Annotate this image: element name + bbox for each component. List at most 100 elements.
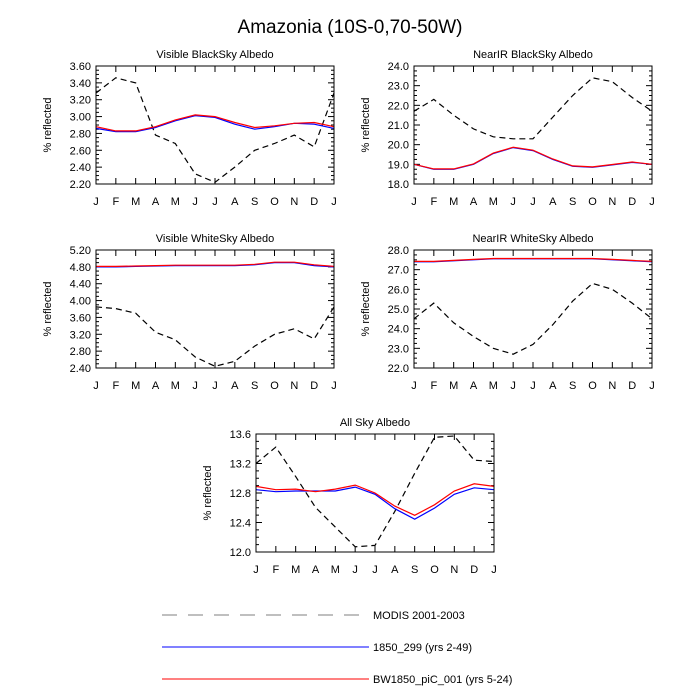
y-tick-label: 12.8 [230, 488, 251, 500]
x-tick-label: A [470, 380, 478, 392]
panel-vis-ws: Visible WhiteSky Albedo % reflected 2.40 2.… [42, 233, 337, 392]
plot-frame [413, 65, 653, 185]
x-tick-label: S [569, 380, 576, 392]
x-tick-label: O [270, 196, 279, 208]
y-axis-label: % reflected [360, 281, 372, 336]
x-tick-label: M [449, 196, 458, 208]
y-tick-label: 27.0 [388, 265, 409, 277]
y-tick-label: 26.0 [388, 284, 409, 296]
series-line-run2 [96, 261, 335, 267]
y-tick-label: 22.0 [388, 363, 409, 375]
x-tick-label: J [530, 196, 536, 208]
x-tick-label: J [192, 196, 198, 208]
series-line-run2 [95, 114, 335, 132]
y-tick-label: 22.0 [388, 100, 409, 112]
x-tick-label: J [331, 380, 337, 392]
y-tick-label: 24.0 [388, 61, 409, 73]
x-tick-label: D [628, 196, 636, 208]
x-tick-label: J [212, 196, 218, 208]
plot-frame [413, 249, 653, 369]
x-tick-label: S [411, 564, 418, 576]
y-tick-label: 3.00 [70, 112, 91, 124]
y-tick-label: 21.0 [388, 120, 409, 132]
y-axis-label: % reflected [360, 97, 372, 152]
plot-frame [95, 65, 335, 185]
x-tick-label: F [430, 380, 437, 392]
x-tick-label: A [470, 196, 478, 208]
series-line-modis [255, 435, 495, 548]
legend-label-modis: MODIS 2001-2003 [373, 610, 465, 622]
series-line-run1 [255, 486, 495, 520]
x-tick-label: A [312, 564, 320, 576]
legend: MODIS 2001-2003 1850_299 (yrs 2-49) BW1850… [162, 610, 512, 686]
x-tick-label: J [411, 196, 417, 208]
y-tick-label: 19.0 [388, 159, 409, 171]
y-tick-label: 2.40 [70, 363, 91, 375]
plot-frame [255, 433, 495, 553]
x-tick-label: N [608, 196, 616, 208]
y-tick-label: 12.0 [230, 547, 251, 559]
y-tick-label: 4.00 [70, 296, 91, 308]
figure-title: Amazonia (10S-0,70-50W) [238, 17, 463, 38]
x-tick-label: J [331, 196, 337, 208]
panels: Visible BlackSky Albedo % reflected 2.20 2.… [42, 49, 655, 576]
series-line-modis [413, 282, 653, 355]
x-tick-label: F [272, 564, 279, 576]
x-tick-label: M [131, 196, 140, 208]
legend-label-run2: BW1850_piC_001 (yrs 5-24) [373, 674, 512, 686]
panel-vis-bs: Visible BlackSky Albedo % reflected 2.20 2.… [42, 49, 337, 208]
x-tick-label: J [93, 380, 99, 392]
x-tick-label: A [231, 380, 239, 392]
y-tick-label: 24.0 [388, 324, 409, 336]
x-tick-label: A [391, 564, 399, 576]
y-tick-label: 3.20 [70, 329, 91, 341]
y-tick-label: 2.20 [70, 179, 91, 191]
x-tick-label: J [510, 380, 516, 392]
y-tick-label: 2.80 [70, 346, 91, 358]
x-tick-label: J [352, 564, 358, 576]
y-tick-label: 2.60 [70, 145, 91, 157]
panel-title: NearIR BlackSky Albedo [473, 49, 593, 61]
series-line-modis [95, 306, 335, 367]
x-tick-label: D [470, 564, 478, 576]
x-tick-label: N [450, 564, 458, 576]
x-tick-label: J [93, 196, 99, 208]
y-tick-label: 3.60 [70, 61, 91, 73]
x-tick-label: A [152, 380, 160, 392]
x-tick-label: J [212, 380, 218, 392]
y-tick-label: 13.6 [230, 429, 251, 441]
x-tick-label: M [489, 380, 498, 392]
y-axis-label: % reflected [42, 97, 54, 152]
panel-title: NearIR WhiteSky Albedo [472, 233, 593, 245]
panel-nir-ws: NearIR WhiteSky Albedo % reflected 22.0 23.… [360, 233, 655, 392]
x-tick-label: J [530, 380, 536, 392]
plot-frame [95, 249, 335, 369]
x-tick-label: M [489, 196, 498, 208]
x-tick-label: F [112, 380, 119, 392]
y-tick-label: 25.0 [388, 304, 409, 316]
panel-title: Visible WhiteSky Albedo [156, 233, 274, 245]
x-tick-label: O [588, 196, 597, 208]
x-tick-label: J [372, 564, 378, 576]
x-tick-label: N [608, 380, 616, 392]
series-line-run2 [413, 146, 653, 170]
series-line-modis [95, 77, 335, 183]
x-tick-label: N [290, 380, 298, 392]
x-tick-label: O [270, 380, 279, 392]
x-tick-label: M [331, 564, 340, 576]
x-tick-label: J [649, 196, 655, 208]
y-tick-label: 28.0 [388, 245, 409, 257]
x-tick-label: M [171, 196, 180, 208]
series-line-run2 [255, 483, 495, 516]
y-tick-label: 3.20 [70, 95, 91, 107]
x-tick-label: A [549, 196, 557, 208]
x-tick-label: J [192, 380, 198, 392]
y-tick-label: 23.0 [388, 343, 409, 355]
x-tick-label: J [411, 380, 417, 392]
panel-title: All Sky Albedo [340, 417, 410, 429]
series-line-run2 [414, 257, 653, 262]
x-tick-label: F [430, 196, 437, 208]
y-tick-label: 5.20 [70, 245, 91, 257]
x-tick-label: D [310, 380, 318, 392]
y-axis-label: % reflected [42, 281, 54, 336]
